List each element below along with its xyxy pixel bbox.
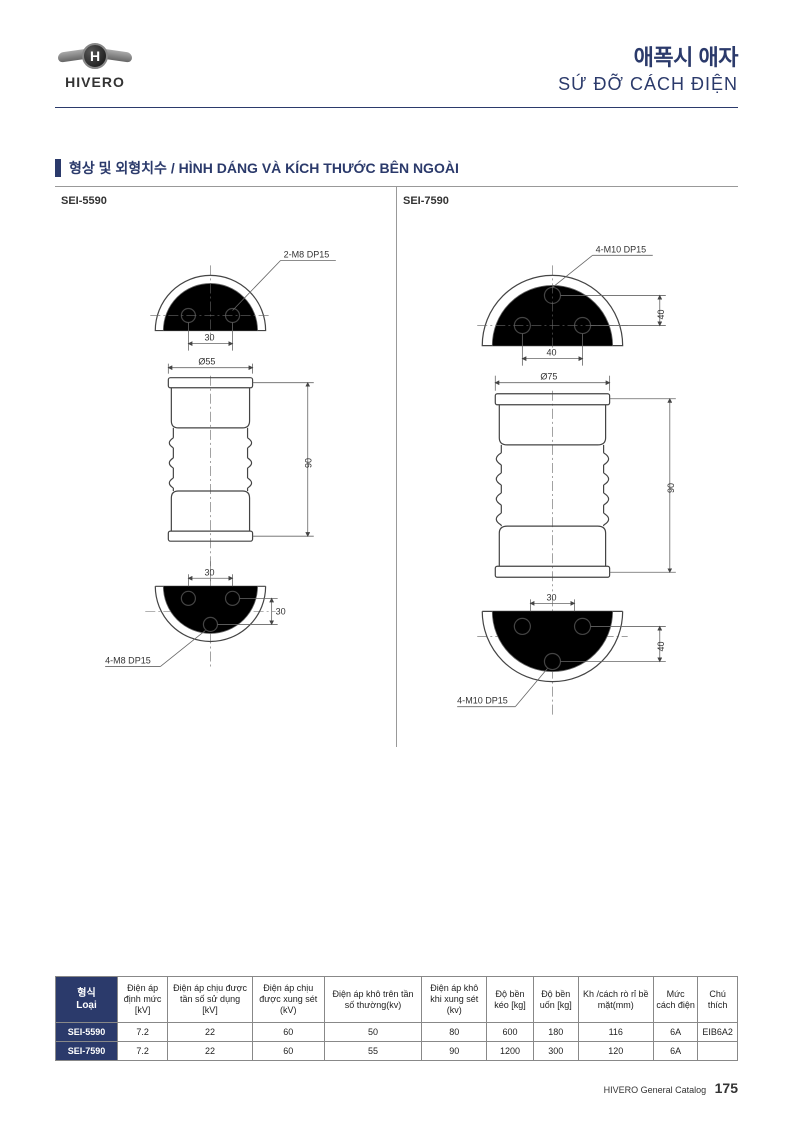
dim-bottom-note: 4-M8 DP15 bbox=[105, 656, 151, 666]
dim-top-h-r: 40 bbox=[656, 309, 666, 319]
logo-emblem-icon: H bbox=[55, 40, 135, 72]
model-code-right: SEI-7590 bbox=[403, 195, 738, 207]
dim-height: 90 bbox=[304, 458, 314, 468]
diagram-left: SEI-5590 2-M8 DP15 bbox=[55, 187, 396, 747]
heading-bar-icon bbox=[55, 159, 61, 177]
dim-top-note: 2-M8 DP15 bbox=[284, 249, 330, 259]
logo-badge: H bbox=[82, 43, 108, 69]
th-c3: Điện áp chịu được xung sét (kV) bbox=[252, 977, 324, 1023]
page-header: H HIVERO 애폭시 애자 SỨ ĐỠ CÁCH ĐIỆN bbox=[55, 40, 738, 108]
dim-bot-note-r: 4-M10 DP15 bbox=[457, 696, 508, 706]
table-row: SEI-5590 7.2 22 60 50 80 600 180 116 6A … bbox=[56, 1023, 738, 1042]
th-c8: Kh /cách rò rỉ bề mặt(mm) bbox=[578, 977, 653, 1023]
table-row: SEI-7590 7.2 22 60 55 90 1200 300 120 6A bbox=[56, 1042, 738, 1061]
th-c9: Mức cách điện bbox=[654, 977, 698, 1023]
dim-height-r: 90 bbox=[666, 483, 676, 493]
dim-top-note-r: 4-M10 DP15 bbox=[596, 244, 647, 254]
th-c7: Độ bền uốn [kg] bbox=[533, 977, 578, 1023]
section-heading: 형상 및 외형치수 / HÌNH DÁNG VÀ KÍCH THƯỚC BÊN … bbox=[55, 158, 738, 178]
row-name-1: SEI-7590 bbox=[56, 1042, 118, 1061]
brand-name: HIVERO bbox=[65, 74, 125, 90]
th-c2: Điện áp chịu được tần số sử dụng [kV] bbox=[168, 977, 253, 1023]
dim-bottom-pitch: 30 bbox=[204, 567, 214, 577]
dim-dia-r: Ø75 bbox=[540, 372, 557, 382]
th-type: 형식 Loại bbox=[56, 977, 118, 1023]
row-name-0: SEI-5590 bbox=[56, 1023, 118, 1042]
th-c4: Điện áp khô trên tần số thường(kv) bbox=[324, 977, 422, 1023]
dim-diameter: Ø55 bbox=[198, 357, 215, 367]
dim-top-pitch: 30 bbox=[204, 333, 214, 343]
dim-bot-pitch-r: 30 bbox=[546, 592, 556, 602]
dim-bot-h-r: 40 bbox=[656, 641, 666, 651]
model-code-left: SEI-5590 bbox=[61, 195, 396, 207]
brand-logo: H HIVERO bbox=[55, 40, 135, 90]
th-c10: Chú thích bbox=[698, 977, 738, 1023]
drawing-sei-5590: 2-M8 DP15 30 Ø55 bbox=[55, 215, 396, 747]
page-number: 175 bbox=[715, 1080, 738, 1096]
title-korean: 애폭시 애자 bbox=[558, 40, 738, 72]
spec-table: 형식 Loại Điện áp định mức [kV] Điện áp ch… bbox=[55, 976, 738, 1061]
th-c5: Điện áp khô khi xung sét (kv) bbox=[422, 977, 487, 1023]
page-title: 애폭시 애자 SỨ ĐỠ CÁCH ĐIỆN bbox=[558, 40, 738, 95]
diagram-panel: SEI-5590 2-M8 DP15 bbox=[55, 186, 738, 747]
dim-top-pitch-r: 40 bbox=[546, 348, 556, 358]
diagram-right: SEI-7590 4-M10 DP15 40 bbox=[396, 187, 738, 747]
th-c1: Điện áp định mức [kV] bbox=[118, 977, 168, 1023]
section-heading-text: 형상 및 외형치수 / HÌNH DÁNG VÀ KÍCH THƯỚC BÊN … bbox=[69, 158, 459, 178]
drawing-sei-7590: 4-M10 DP15 40 40 Ø75 bbox=[397, 215, 738, 747]
title-vietnamese: SỨ ĐỠ CÁCH ĐIỆN bbox=[558, 74, 738, 95]
th-c6: Độ bền kéo [kg] bbox=[487, 977, 534, 1023]
footer-text: HIVERO General Catalog bbox=[604, 1085, 707, 1095]
dim-bottom-h: 30 bbox=[276, 606, 286, 616]
page-footer: HIVERO General Catalog 175 bbox=[604, 1080, 738, 1096]
